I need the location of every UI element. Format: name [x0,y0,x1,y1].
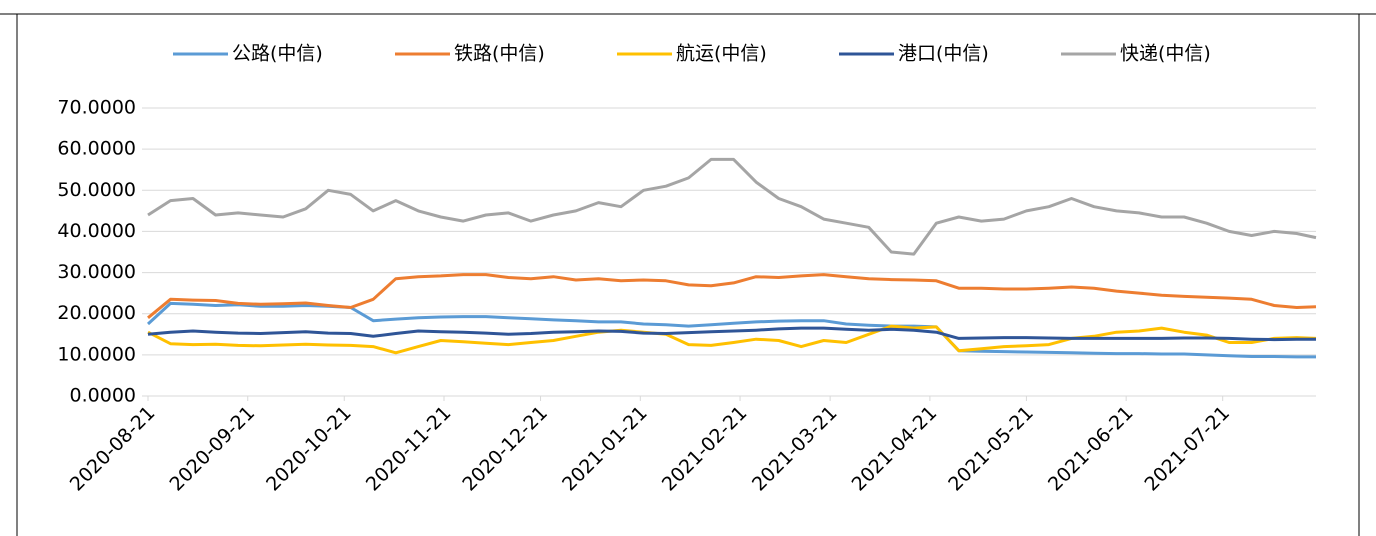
x-tick-label: 2021-06-21 [1044,402,1138,496]
x-tick-label: 2021-04-21 [848,402,942,496]
x-tick-label: 2020-12-21 [458,402,552,496]
series-line [147,324,1317,355]
series-line [147,326,1316,342]
y-tick-label: 30.0000 [57,261,136,283]
x-tick-label: 2020-10-21 [262,402,356,496]
x-tick-label: 2021-05-21 [944,402,1038,496]
x-tick-label: 2021-07-21 [1140,402,1234,496]
legend-label: 公路(中信) [232,43,323,65]
legend-label: 航运(中信) [676,43,767,65]
x-tick-label: 2020-08-21 [66,402,160,496]
x-tick-label: 2021-02-21 [658,402,752,496]
y-tick-label: 60.0000 [57,138,136,160]
legend-label: 铁路(中信) [454,43,545,65]
y-tick-label: 40.0000 [57,220,136,242]
y-tick-label: 10.0000 [57,343,136,365]
series-line [147,273,1317,319]
x-tick-label: 2020-11-21 [362,402,456,496]
y-tick-label: 0.0000 [70,385,136,407]
legend-label: 快递(中信) [1120,43,1211,65]
series-line [147,157,1317,256]
y-tick-label: 70.0000 [57,97,136,119]
x-tick-label: 2020-09-21 [166,402,260,496]
legend-label: 港口(中信) [898,43,989,65]
y-tick-label: 50.0000 [57,179,136,201]
x-tick-label: 2021-03-21 [748,402,842,496]
x-tick-label: 2021-01-21 [558,402,652,496]
y-tick-label: 20.0000 [57,302,136,324]
